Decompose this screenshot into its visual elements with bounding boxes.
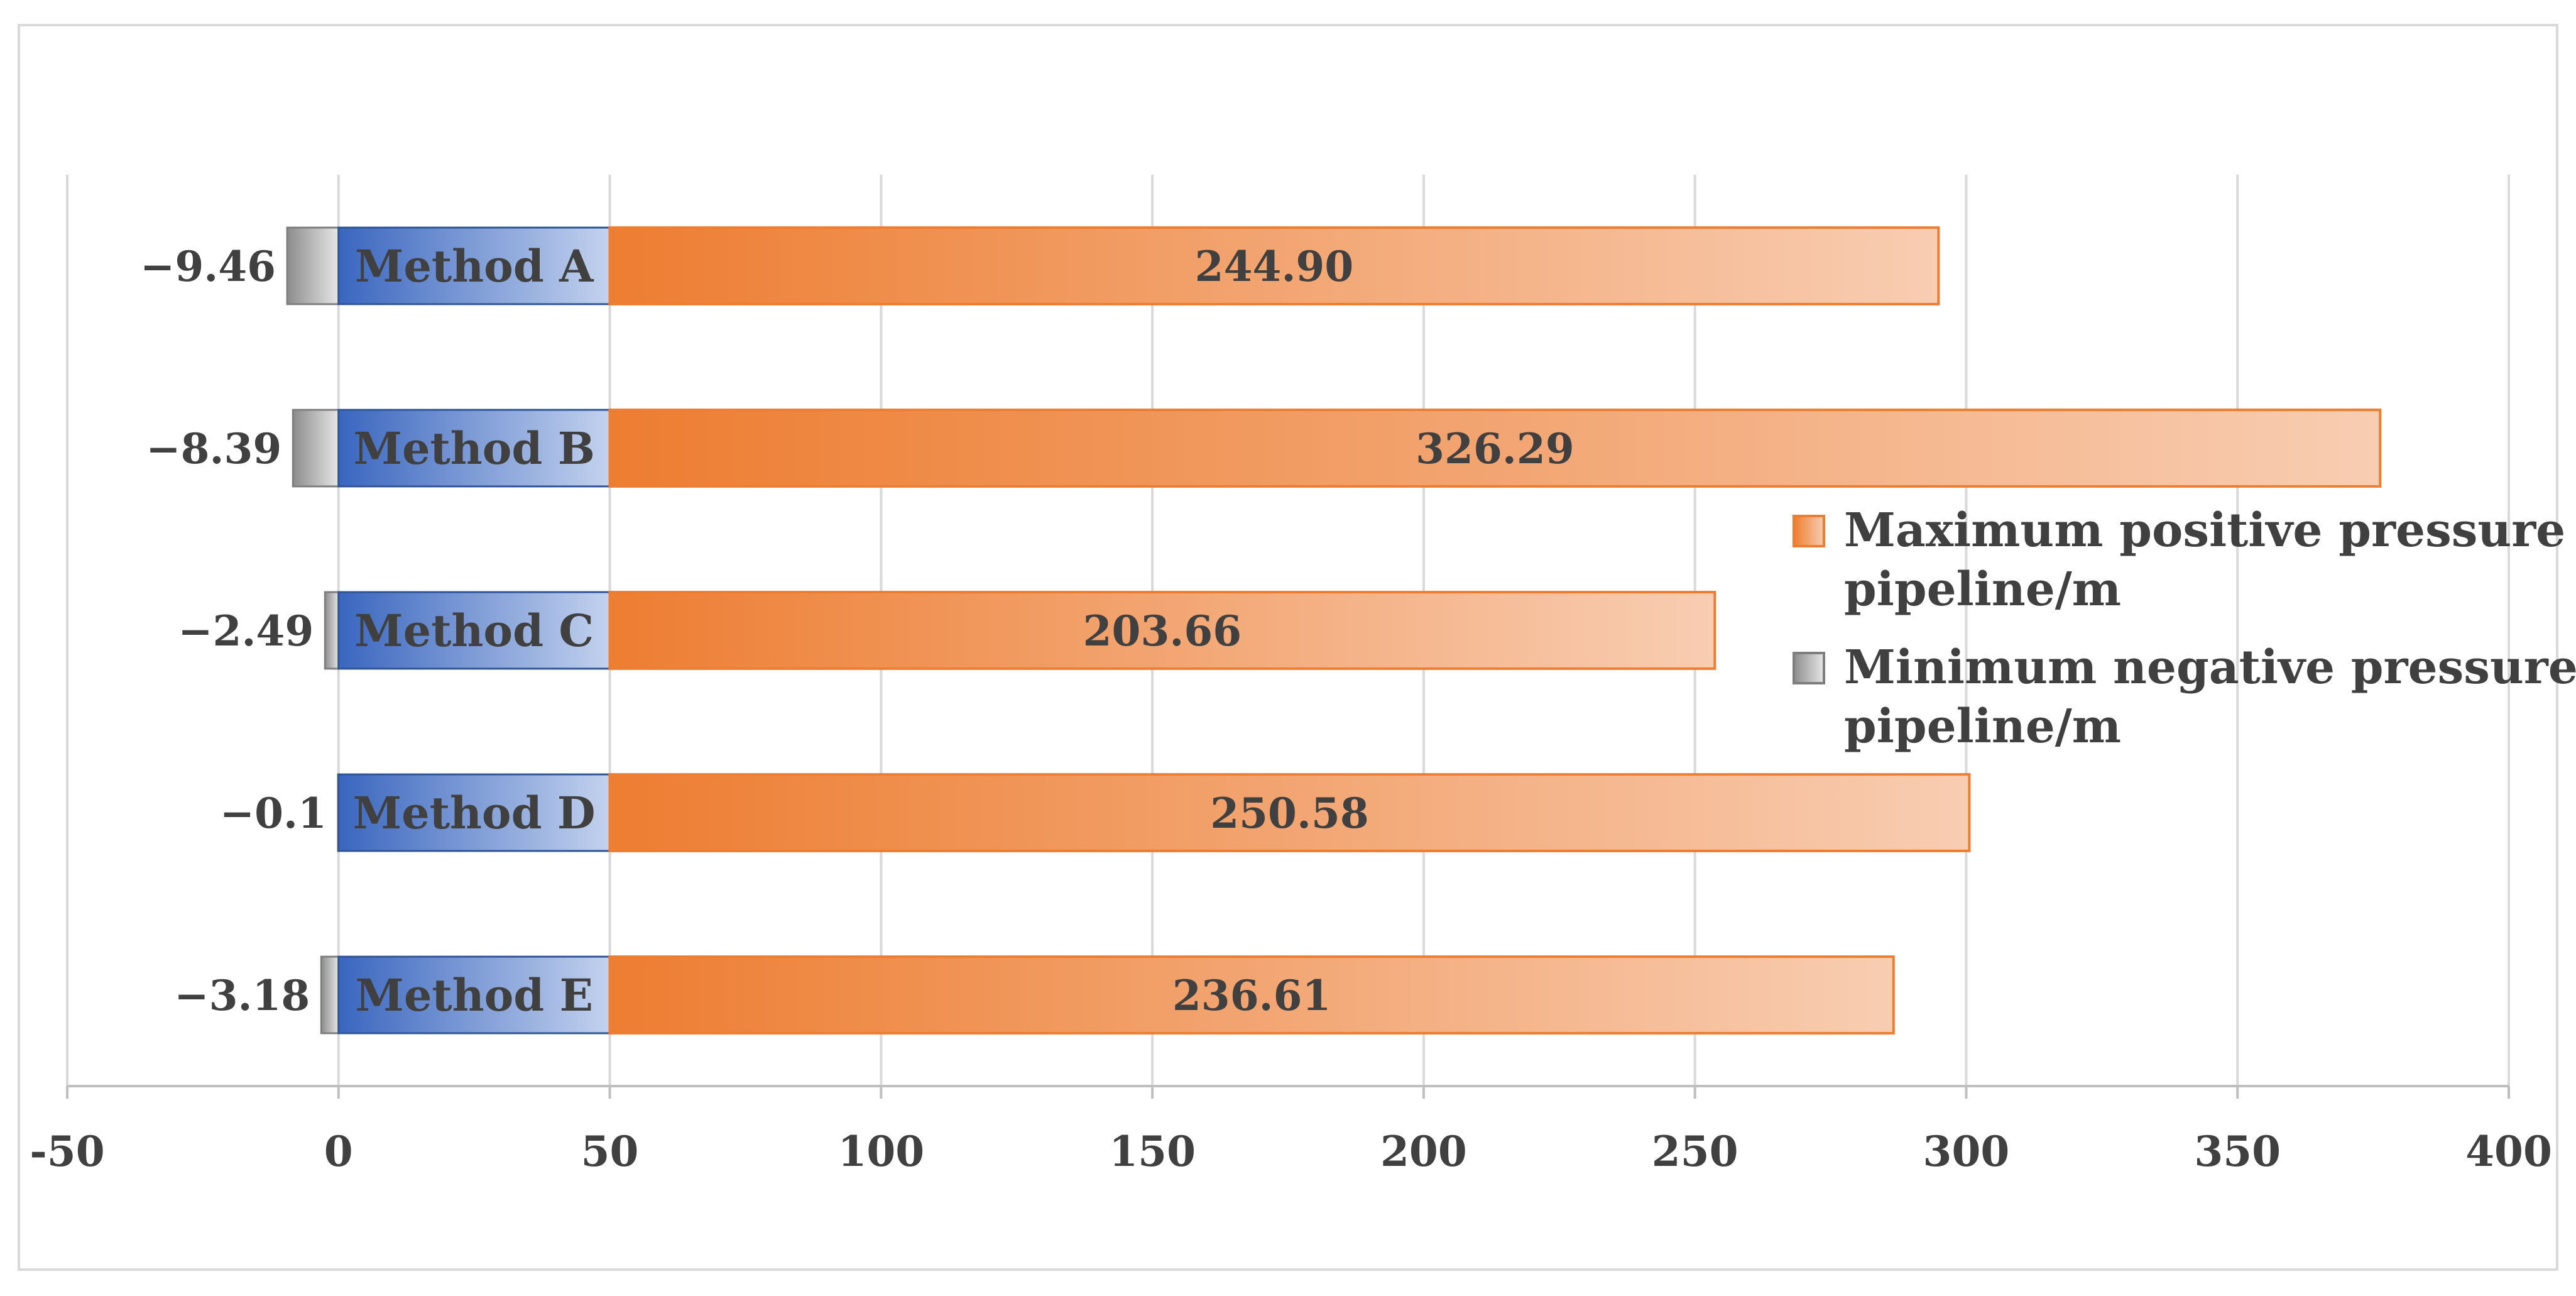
legend-label-line2: pipeline/m	[1844, 563, 2121, 617]
bar-max-positive	[608, 955, 1895, 1035]
legend-label-line1: Minimum negative pressure of	[1844, 640, 2576, 695]
legend-label-line2: pipeline/m	[1844, 700, 2121, 754]
x-tick-label: 400	[2465, 1127, 2552, 1176]
legend-swatch	[1793, 652, 1825, 684]
positive-value-label: 203.66	[1083, 607, 1242, 656]
x-tick-label: -50	[30, 1127, 104, 1176]
bar-method-base	[337, 955, 611, 1035]
category-label: Method A	[355, 240, 594, 292]
bar-method-base	[337, 409, 611, 488]
x-tick-label: 200	[1380, 1127, 1467, 1176]
x-tick-label: 300	[1923, 1127, 2010, 1176]
negative-value-label: −2.49	[178, 607, 314, 656]
category-label: Method C	[354, 605, 594, 657]
bar-max-positive	[608, 773, 1971, 852]
negative-value-label: −9.46	[140, 242, 276, 291]
x-tick-label: 250	[1652, 1127, 1738, 1176]
bar-method-base	[337, 226, 611, 305]
bar-min-negative	[286, 226, 340, 305]
bar-min-negative	[324, 591, 340, 670]
x-tick-label: 100	[838, 1127, 924, 1176]
labels: -50 0 50 100 150 200 250 300 350 400 Method A 244.9…	[30, 240, 2552, 1176]
negative-value-label: −3.18	[174, 971, 310, 1020]
x-tick-label: 150	[1109, 1127, 1196, 1176]
legend-label-line1: Maximum positive pressure of	[1844, 503, 2576, 557]
category-label: Method D	[353, 787, 596, 839]
bar-min-negative	[292, 409, 340, 488]
negative-value-label: −8.39	[146, 424, 281, 473]
bar-max-positive	[608, 409, 2382, 488]
x-tick-label: 350	[2194, 1127, 2281, 1176]
positive-value-label: 326.29	[1416, 424, 1575, 473]
bar-method-base	[337, 591, 611, 670]
positive-value-label: 244.90	[1195, 242, 1354, 291]
bars	[286, 226, 2382, 1035]
negative-value-label: −0.1	[220, 789, 327, 838]
x-tick-label: 0	[324, 1127, 353, 1176]
category-label: Method E	[355, 969, 593, 1021]
category-label: Method B	[353, 422, 594, 475]
bar-max-positive	[608, 226, 1940, 305]
x-tick-label: 50	[581, 1127, 639, 1176]
positive-value-label: 236.61	[1172, 971, 1331, 1020]
positive-value-label: 250.58	[1210, 789, 1369, 838]
legend: Maximum positive pressure ofpipeline/mMi…	[1793, 503, 2576, 754]
legend-swatch	[1793, 515, 1825, 547]
bar-min-negative	[320, 955, 340, 1035]
bar-max-positive	[608, 591, 1716, 670]
